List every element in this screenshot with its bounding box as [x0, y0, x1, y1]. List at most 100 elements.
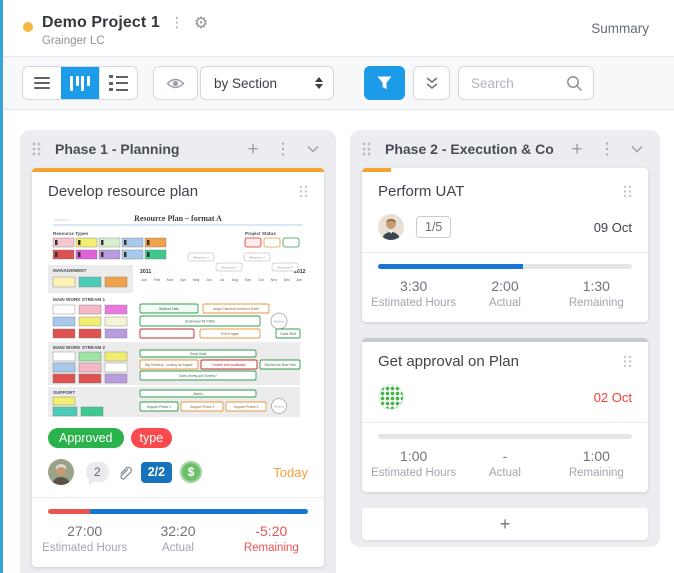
checklist-view-button[interactable] [99, 67, 137, 99]
column-title: Phase 2 - Execution & Co [385, 141, 554, 157]
filter-funnel-icon [377, 76, 392, 90]
assignee-avatar [378, 384, 404, 410]
card-meta-row: 2 2/2 $ Today [48, 459, 308, 486]
add-card-button[interactable]: + [362, 508, 648, 540]
svg-text:Milestone 4: Milestone 4 [277, 266, 293, 270]
due-date-overdue: 02 Oct [593, 389, 632, 405]
svg-text:Save Jimmy and Tommy?: Save Jimmy and Tommy? [179, 374, 217, 378]
stat-actual: 32:20 Actual [160, 523, 196, 554]
svg-text:Review: Review [274, 320, 285, 324]
column-collapse-icon[interactable] [626, 145, 648, 153]
kanban-view-button[interactable] [61, 67, 99, 99]
search-input[interactable] [471, 75, 566, 91]
settings-gear-icon[interactable]: ⚙ [193, 12, 209, 32]
assignee-avatar [378, 214, 404, 240]
collapse-all-button[interactable] [413, 66, 450, 100]
column-menu-icon[interactable]: ⋮ [599, 141, 615, 158]
filter-button[interactable] [364, 66, 405, 100]
svg-text:MANAGEMENT: MANAGEMENT [53, 268, 87, 273]
column-header: Phase 2 - Execution & Co + ⋮ [350, 130, 660, 168]
list-view-icon [34, 77, 50, 89]
window-edge [0, 0, 3, 573]
svg-text:Trouble with installation: Trouble with installation [212, 363, 246, 367]
task-card-perform-uat[interactable]: Perform UAT [362, 168, 648, 322]
svg-text:Survive the New York: Survive the New York [264, 363, 296, 367]
group-by-select[interactable]: by Section [200, 66, 334, 100]
card-divider [32, 497, 324, 498]
svg-text:Version 2: Version 2 [54, 217, 71, 222]
project-status-dot [23, 21, 33, 32]
group-by-value: by Section [214, 75, 278, 91]
svg-text:Underwear Mr Potter: Underwear Mr Potter [185, 320, 216, 324]
project-menu-icon[interactable]: ⋮ [169, 14, 184, 31]
svg-text:Milestone 1: Milestone 1 [193, 256, 209, 260]
project-title: Demo Project 1 [42, 13, 160, 31]
svg-text:2011: 2011 [140, 269, 151, 275]
hours-stats: 1:00 Estimated Hours - Actual 1:00 Remai… [362, 439, 648, 492]
add-task-icon[interactable]: + [247, 138, 259, 160]
stat-estimated: 3:30 Estimated Hours [371, 278, 457, 309]
svg-text:Milestone 3: Milestone 3 [249, 256, 265, 260]
card-drag-handle-icon[interactable] [623, 185, 632, 203]
svg-text:Big Robbery - looking for Bags: Big Robbery - looking for Bagsie [145, 363, 192, 367]
add-task-icon[interactable]: + [571, 138, 583, 160]
svg-text:SUPPORT: SUPPORT [53, 390, 75, 395]
svg-text:Apr: Apr [180, 278, 186, 282]
kanban-view-icon [70, 75, 90, 91]
svg-text:Jan: Jan [296, 278, 302, 282]
comments-badge[interactable]: 2 [86, 462, 109, 486]
card-progress-strip [362, 168, 648, 172]
svg-text:Support Phase 3: Support Phase 3 [234, 405, 259, 409]
tag-row: Approved type [48, 428, 308, 448]
tag-type: type [130, 428, 173, 448]
checklist-view-icon [109, 75, 128, 91]
svg-text:Resource Types: Resource Types [53, 231, 89, 236]
hours-progress-bar [378, 434, 632, 439]
stat-remaining: 1:00 Remaining [568, 448, 624, 479]
svg-text:Dec: Dec [284, 278, 291, 282]
svg-text:Bedford Falls: Bedford Falls [159, 307, 179, 311]
watch-eye-button[interactable] [153, 66, 198, 100]
column-collapse-icon[interactable] [302, 145, 324, 153]
task-card-develop-resource-plan[interactable]: Develop resource plan [32, 168, 324, 567]
card-meta-row: 02 Oct [378, 384, 632, 410]
svg-text:MAIN WORK STREAM 2: MAIN WORK STREAM 2 [53, 345, 106, 350]
task-card-get-approval[interactable]: Get approval on Plan 02 Oct [362, 338, 648, 492]
column-header: Phase 1 - Planning + ⋮ [20, 130, 336, 168]
attachment-paperclip-icon[interactable] [117, 464, 133, 481]
card-meta-row: 1/5 09 Oct [378, 214, 632, 240]
column-menu-icon[interactable]: ⋮ [275, 141, 291, 158]
svg-text:May: May [193, 278, 200, 282]
board: Phase 1 - Planning + ⋮ Develop resource … [3, 110, 674, 573]
column-drag-handle-icon[interactable] [32, 142, 41, 156]
summary-link[interactable]: Summary [591, 20, 649, 36]
stat-remaining: -5:20 Remaining [243, 523, 299, 554]
svg-text:Angel Clarence comes to Earth: Angel Clarence comes to Earth [213, 307, 259, 311]
assignee-avatar [48, 459, 74, 485]
svg-text:Jan: Jan [141, 278, 147, 282]
svg-text:Sep: Sep [245, 278, 251, 282]
card-title: Get approval on Plan [378, 353, 519, 370]
svg-text:Resource Plan – format A: Resource Plan – format A [134, 214, 222, 223]
column-drag-handle-icon[interactable] [362, 142, 371, 156]
card-progress-strip [32, 168, 324, 172]
eye-icon [166, 78, 185, 88]
column-title: Phase 1 - Planning [55, 141, 180, 157]
card-divider [362, 422, 648, 423]
checklist-badge[interactable]: 1/5 [416, 216, 452, 238]
list-view-button[interactable] [23, 67, 61, 99]
stat-actual: 2:00 Actual [489, 278, 521, 309]
budget-dollar-icon[interactable]: $ [180, 461, 203, 483]
svg-text:Support Phase 1: Support Phase 1 [147, 405, 172, 409]
resource-plan-image: Version 2 Resource Plan – format A Resou… [48, 211, 308, 417]
card-drag-handle-icon[interactable] [623, 355, 632, 373]
svg-text:Good Stuff: Good Stuff [280, 332, 296, 336]
search-box [458, 66, 594, 100]
column-phase-2: Phase 2 - Execution & Co + ⋮ Perform UAT [350, 130, 660, 547]
card-drag-handle-icon[interactable] [299, 185, 308, 203]
svg-text:Great Units: Great Units [190, 352, 207, 356]
svg-text:Nov: Nov [271, 278, 278, 282]
toolbar: by Section [3, 57, 674, 110]
checklist-badge[interactable]: 2/2 [140, 461, 173, 483]
